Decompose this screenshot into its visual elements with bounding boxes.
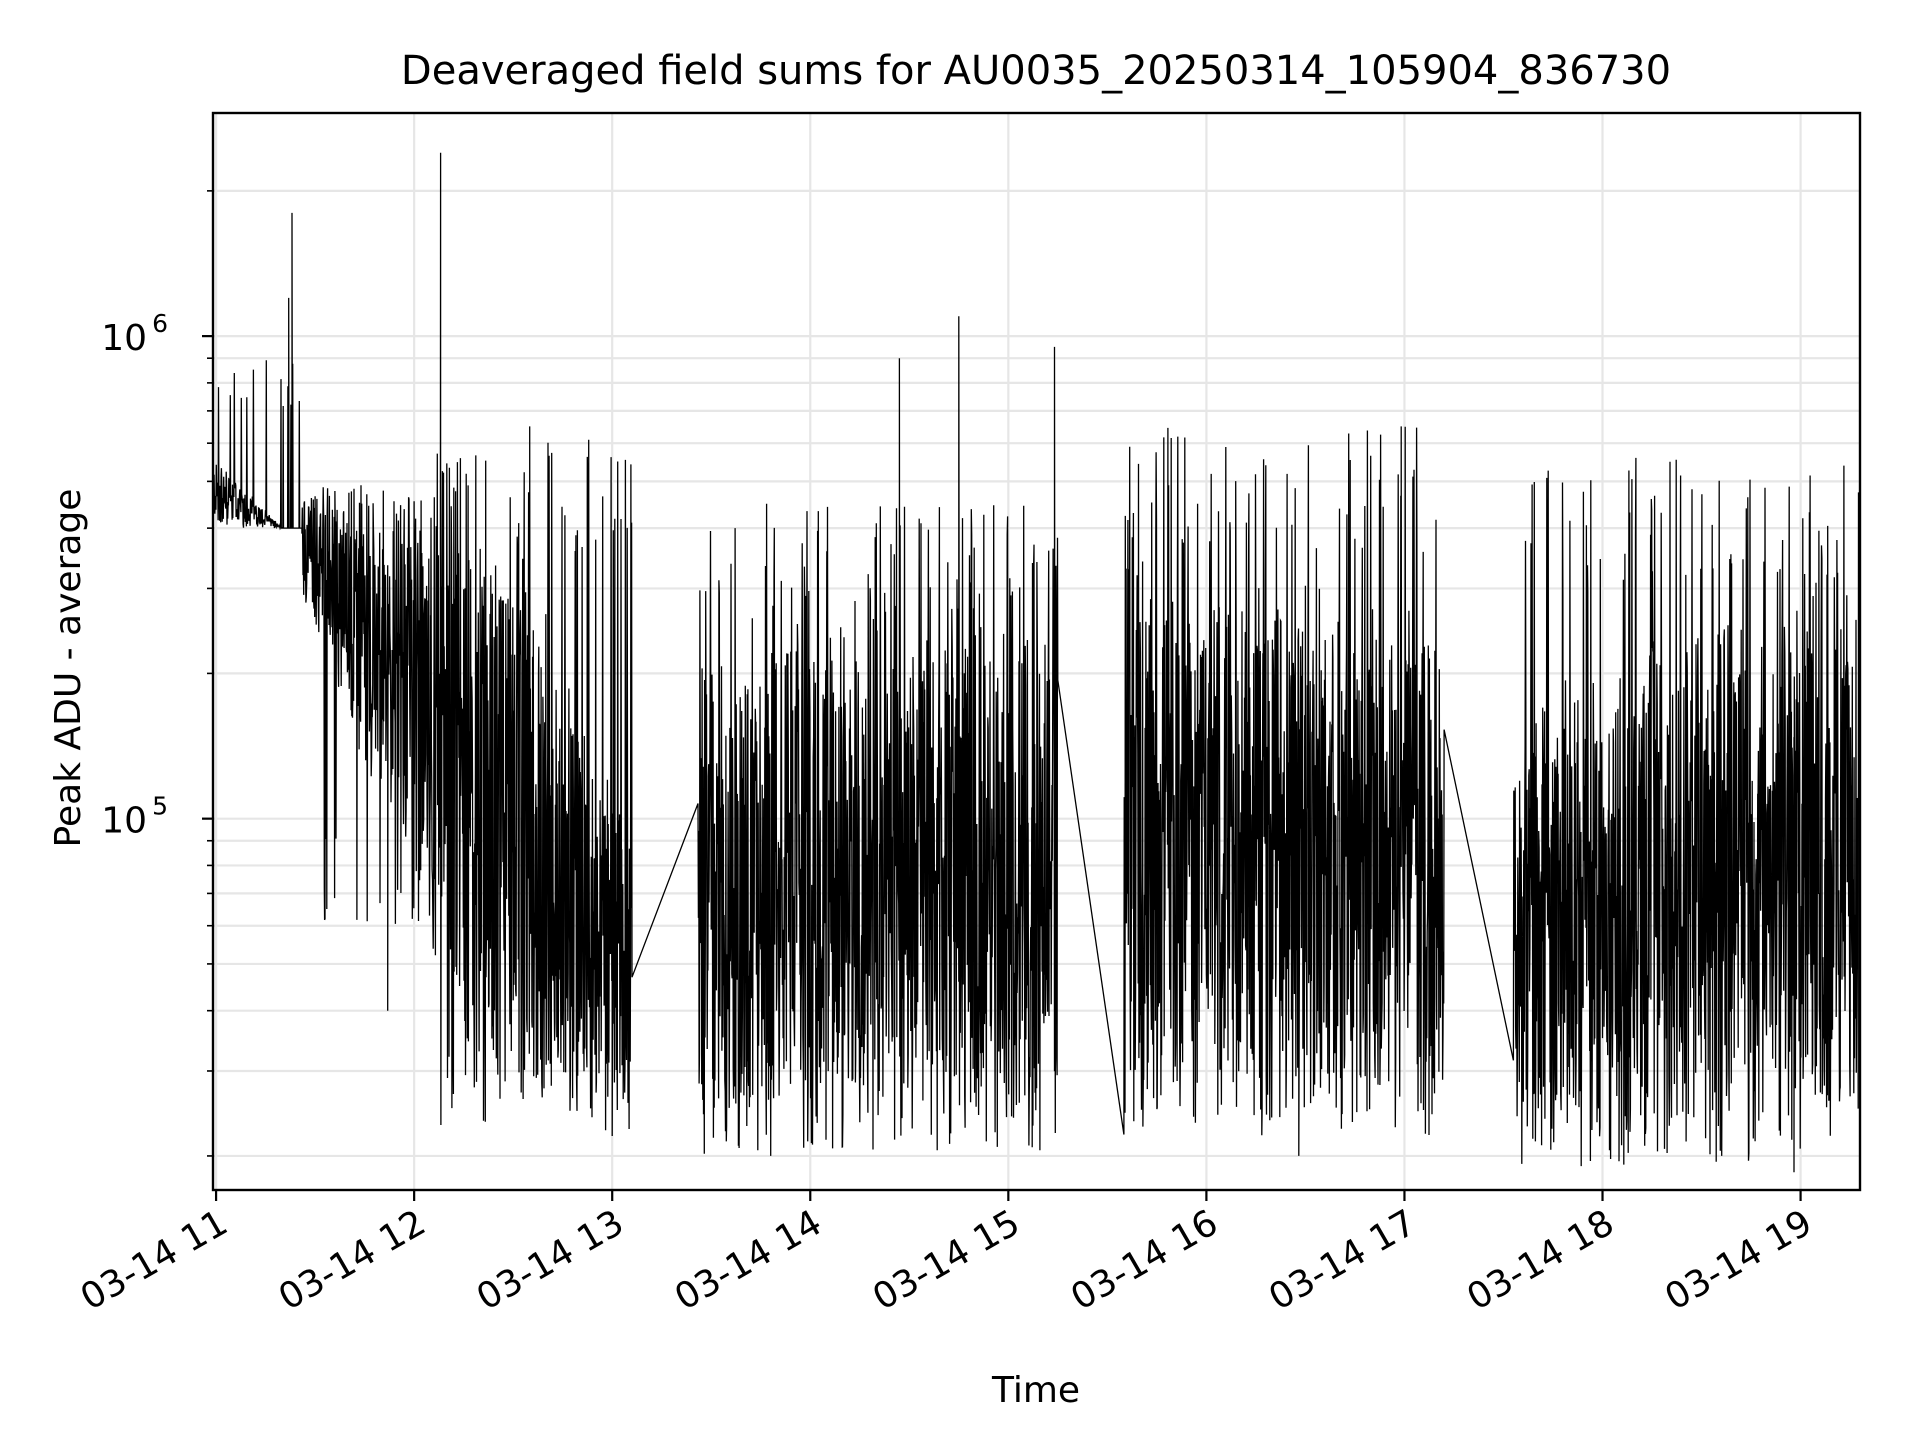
plot-area (212, 152, 1861, 1173)
y-tick-label-exponent: 5 (152, 792, 168, 821)
y-tick-label-exponent: 6 (152, 309, 168, 338)
y-tick-label: 10 (101, 318, 147, 359)
y-tick-label: 10 (101, 801, 147, 842)
y-axis-label: Peak ADU - average (48, 489, 89, 848)
axes-frame (211, 111, 1862, 1192)
series-line (212, 152, 1861, 1173)
axes-border (211, 111, 1862, 1192)
x-axis-label: Time (991, 1370, 1080, 1411)
chart-title: Deaveraged field sums for AU0035_2025031… (401, 48, 1671, 94)
